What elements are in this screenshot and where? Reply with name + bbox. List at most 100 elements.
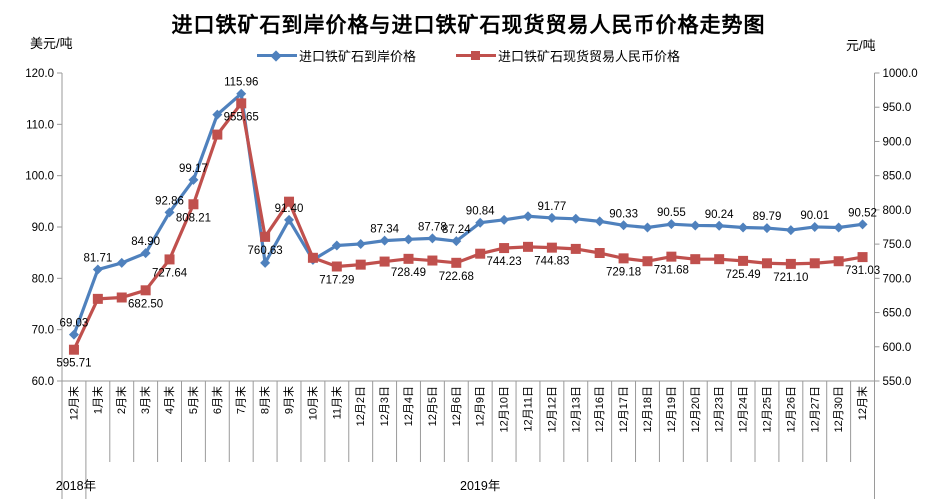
legend-item-cif-price[interactable]: 进口铁矿石到岸价格 — [256, 46, 416, 65]
diamond-marker[interactable] — [499, 214, 510, 225]
data-label: 89.79 — [753, 211, 782, 223]
data-label: 731.68 — [654, 265, 689, 277]
square-marker[interactable] — [761, 258, 772, 269]
square-marker[interactable] — [594, 248, 605, 259]
data-label: 744.23 — [487, 256, 522, 268]
x-category-label: 12月10日 — [499, 386, 511, 432]
square-marker[interactable] — [546, 242, 557, 253]
diamond-marker[interactable] — [642, 222, 653, 233]
square-marker[interactable] — [68, 344, 79, 355]
square-marker[interactable] — [427, 255, 438, 266]
data-label: 717.29 — [319, 274, 354, 286]
x-category-label: 2月末 — [114, 386, 128, 414]
square-marker[interactable] — [857, 252, 868, 263]
x-category-label: 7月末 — [234, 386, 248, 414]
diamond-marker[interactable] — [761, 223, 772, 234]
diamond-marker[interactable] — [570, 213, 581, 224]
square-marker[interactable] — [403, 253, 414, 264]
data-label: 595.71 — [56, 358, 91, 370]
square-marker[interactable] — [164, 254, 175, 265]
diamond-marker[interactable] — [809, 221, 820, 232]
legend-label-rmb-spot-price: 进口铁矿石现货贸易人民币价格 — [498, 49, 681, 64]
data-label: 725.49 — [725, 269, 760, 281]
data-label: 90.24 — [705, 209, 734, 221]
square-marker[interactable] — [714, 254, 725, 265]
diamond-marker[interactable] — [451, 236, 462, 247]
square-marker[interactable] — [618, 253, 629, 264]
x-category-label: 4月末 — [162, 386, 176, 414]
square-marker[interactable] — [236, 98, 247, 109]
x-category-label: 12月25日 — [761, 386, 773, 432]
diamond-marker[interactable] — [714, 220, 725, 231]
square-marker[interactable] — [307, 252, 318, 263]
square-marker[interactable] — [570, 243, 581, 254]
x-category-label: 12月末 — [66, 386, 80, 420]
x-category-label: 12月5日 — [427, 386, 439, 426]
square-marker[interactable] — [522, 241, 533, 252]
diamond-marker[interactable] — [92, 264, 103, 275]
square-marker[interactable] — [833, 256, 844, 267]
legend-item-rmb-spot-price[interactable]: 进口铁矿石现货贸易人民币价格 — [456, 46, 680, 65]
square-marker[interactable] — [642, 256, 653, 267]
data-label: 808.21 — [176, 212, 211, 224]
diamond-marker[interactable] — [188, 174, 199, 185]
left-axis-tick-label: 120.0 — [25, 68, 54, 80]
diamond-marker[interactable] — [738, 222, 749, 233]
square-marker[interactable] — [212, 129, 223, 140]
square-marker[interactable] — [379, 256, 390, 267]
diamond-marker[interactable] — [594, 216, 605, 227]
square-marker[interactable] — [116, 292, 127, 303]
left-axis-tick-label: 110.0 — [26, 119, 54, 131]
square-marker[interactable] — [260, 231, 271, 242]
square-marker[interactable] — [499, 243, 510, 254]
diamond-marker[interactable] — [857, 219, 868, 230]
data-label: 115.96 — [224, 77, 258, 89]
data-label: 99.17 — [179, 163, 208, 175]
diamond-marker[interactable] — [690, 220, 701, 231]
diamond-marker[interactable] — [68, 329, 79, 340]
square-marker[interactable] — [188, 199, 199, 210]
diamond-marker[interactable] — [522, 211, 533, 222]
square-marker[interactable] — [785, 258, 796, 269]
data-label: 729.18 — [606, 266, 641, 278]
x-category-label: 12月末 — [855, 386, 869, 420]
square-marker[interactable] — [738, 255, 749, 266]
diamond-marker[interactable] — [212, 109, 223, 120]
data-label: 731.03 — [845, 265, 880, 277]
diamond-marker[interactable] — [164, 207, 175, 218]
diamond-marker[interactable] — [427, 233, 438, 244]
right-axis-tick-label: 900.0 — [883, 136, 912, 148]
data-label: 69.03 — [60, 318, 89, 330]
square-marker[interactable] — [140, 285, 151, 296]
diamond-marker[interactable] — [284, 214, 295, 225]
diamond-marker[interactable] — [236, 88, 247, 99]
data-label: 90.84 — [466, 206, 495, 218]
right-axis-tick-label: 550.0 — [883, 376, 912, 388]
x-category-label: 11月末 — [329, 386, 343, 419]
square-marker[interactable] — [666, 251, 677, 262]
diamond-marker[interactable] — [618, 220, 629, 231]
diamond-marker[interactable] — [140, 248, 151, 259]
square-marker[interactable] — [690, 254, 701, 265]
diamond-marker[interactable] — [546, 212, 557, 223]
diamond-marker[interactable] — [833, 222, 844, 233]
diamond-marker[interactable] — [666, 219, 677, 230]
diamond-marker[interactable] — [475, 217, 486, 228]
square-marker[interactable] — [475, 248, 486, 259]
square-marker[interactable] — [451, 257, 462, 268]
diamond-marker[interactable] — [331, 240, 342, 251]
diamond-marker[interactable] — [403, 234, 414, 245]
square-marker[interactable] — [284, 196, 295, 207]
square-marker[interactable] — [331, 261, 342, 272]
series-line-rmb — [72, 101, 865, 352]
left-axis-tick-label: 80.0 — [32, 273, 54, 285]
right-axis-tick-label: 650.0 — [883, 308, 912, 320]
square-marker[interactable] — [355, 259, 366, 270]
diamond-marker[interactable] — [355, 238, 366, 249]
diamond-marker[interactable] — [785, 225, 796, 236]
square-marker[interactable] — [92, 293, 103, 304]
diamond-marker[interactable] — [260, 257, 271, 268]
square-marker[interactable] — [809, 258, 820, 269]
diamond-marker[interactable] — [379, 235, 390, 246]
diamond-marker[interactable] — [116, 257, 127, 268]
